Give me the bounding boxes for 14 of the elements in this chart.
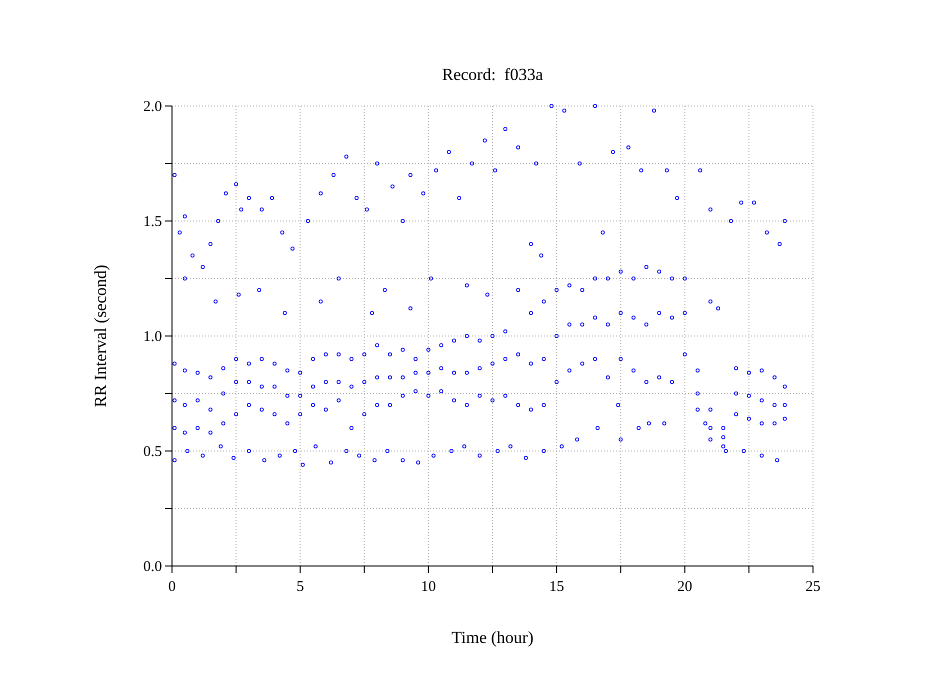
x-axis-title: Time (hour): [451, 628, 534, 647]
y-tick-label: 1.5: [143, 214, 162, 230]
x-tick-label: 20: [677, 579, 692, 595]
x-tick-label: 10: [420, 579, 436, 595]
y-tick-label: 0.5: [143, 444, 162, 460]
x-tick-label: 0: [168, 579, 176, 595]
x-tick-label: 5: [296, 579, 304, 595]
y-tick-label: 0.0: [143, 559, 162, 575]
y-tick-label: 1.0: [143, 329, 162, 345]
y-axis-title: RR Interval (second): [91, 264, 110, 408]
x-tick-label: 25: [806, 579, 820, 595]
chart-title: Record: f033a: [442, 65, 544, 84]
x-tick-label: 15: [549, 579, 564, 595]
y-tick-label: 2.0: [143, 99, 162, 115]
